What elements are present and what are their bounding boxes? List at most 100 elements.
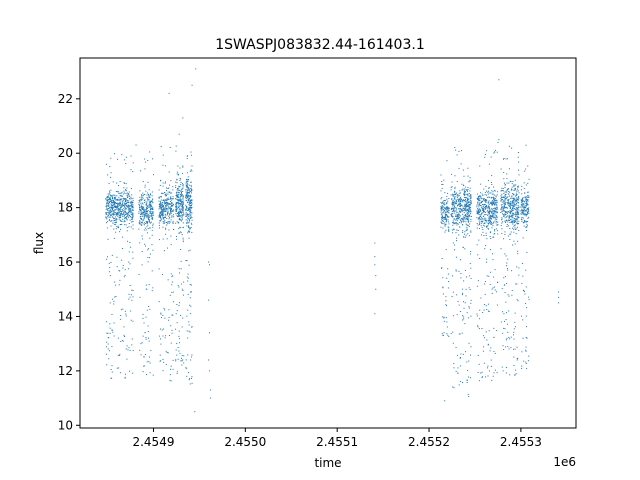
data-point	[525, 202, 527, 204]
data-point	[109, 202, 111, 204]
data-point	[115, 221, 117, 223]
data-point	[459, 198, 461, 200]
data-point	[177, 187, 179, 189]
data-point	[463, 175, 465, 177]
data-point	[483, 346, 485, 348]
data-point	[484, 194, 486, 196]
data-point	[441, 214, 443, 216]
data-point	[177, 211, 179, 213]
data-point	[170, 210, 172, 212]
data-point	[129, 195, 131, 197]
data-point	[506, 225, 508, 227]
data-point	[465, 223, 467, 225]
data-point	[117, 337, 119, 339]
data-point	[476, 198, 478, 200]
data-point	[490, 221, 492, 223]
data-point	[469, 197, 471, 199]
data-point	[468, 360, 470, 362]
data-point	[509, 221, 511, 223]
data-point	[114, 214, 116, 216]
data-point	[145, 212, 147, 214]
data-point	[170, 273, 172, 275]
data-point	[445, 317, 447, 319]
data-point	[149, 203, 151, 205]
data-point	[510, 216, 512, 218]
data-point	[146, 205, 148, 207]
data-point	[446, 160, 448, 162]
data-point	[182, 190, 184, 192]
data-point	[160, 343, 162, 345]
data-point	[175, 145, 177, 147]
data-point	[143, 210, 145, 212]
data-point	[458, 304, 460, 306]
data-point	[522, 210, 524, 212]
data-point	[476, 211, 478, 213]
data-point	[509, 219, 511, 221]
data-point	[463, 199, 465, 201]
data-point	[107, 195, 109, 197]
data-point	[446, 207, 448, 209]
data-point	[447, 287, 449, 289]
data-point	[186, 195, 188, 197]
data-point	[179, 192, 181, 194]
data-point	[165, 195, 167, 197]
data-point	[170, 342, 172, 344]
data-point	[177, 200, 179, 202]
data-point	[186, 206, 188, 208]
data-point	[457, 213, 459, 215]
data-point	[145, 209, 147, 211]
data-point	[507, 200, 509, 202]
data-point	[158, 197, 160, 199]
data-point	[522, 237, 524, 239]
data-point	[167, 209, 169, 211]
data-point	[484, 203, 486, 205]
data-point	[190, 200, 192, 202]
data-point	[505, 220, 507, 222]
data-point	[106, 341, 108, 343]
data-point	[162, 226, 164, 228]
data-point	[114, 205, 116, 207]
data-point	[109, 209, 111, 211]
data-point	[479, 195, 481, 197]
data-point	[165, 205, 167, 207]
data-point	[441, 205, 443, 207]
data-point	[525, 144, 527, 146]
x-tick-label: 2.4550	[224, 435, 266, 449]
data-point	[123, 182, 125, 184]
data-point	[189, 188, 191, 190]
data-point	[131, 207, 133, 209]
data-point	[106, 332, 108, 334]
data-point	[503, 158, 505, 160]
data-point	[111, 194, 113, 196]
data-point	[494, 190, 496, 192]
data-point	[506, 182, 508, 184]
data-point	[509, 210, 511, 212]
data-point	[125, 207, 127, 209]
data-point	[495, 208, 497, 210]
data-point	[182, 184, 184, 186]
data-point	[454, 197, 456, 199]
data-point	[111, 346, 113, 348]
data-point	[177, 192, 179, 194]
data-point	[493, 372, 495, 374]
data-point	[505, 201, 507, 203]
data-point	[486, 196, 488, 198]
data-point	[127, 212, 129, 214]
data-point	[187, 187, 189, 189]
data-point	[128, 217, 130, 219]
data-point	[146, 194, 148, 196]
data-point	[149, 227, 151, 229]
data-point	[169, 203, 171, 205]
data-point	[470, 213, 471, 215]
data-point	[113, 303, 115, 305]
data-point	[175, 213, 177, 215]
data-point	[478, 210, 480, 212]
data-point	[487, 190, 489, 192]
data-point	[466, 224, 468, 226]
data-point	[487, 211, 489, 213]
data-point	[510, 221, 512, 223]
data-point	[147, 248, 149, 250]
data-point	[507, 202, 509, 204]
data-point	[159, 215, 161, 217]
data-point	[117, 191, 119, 193]
